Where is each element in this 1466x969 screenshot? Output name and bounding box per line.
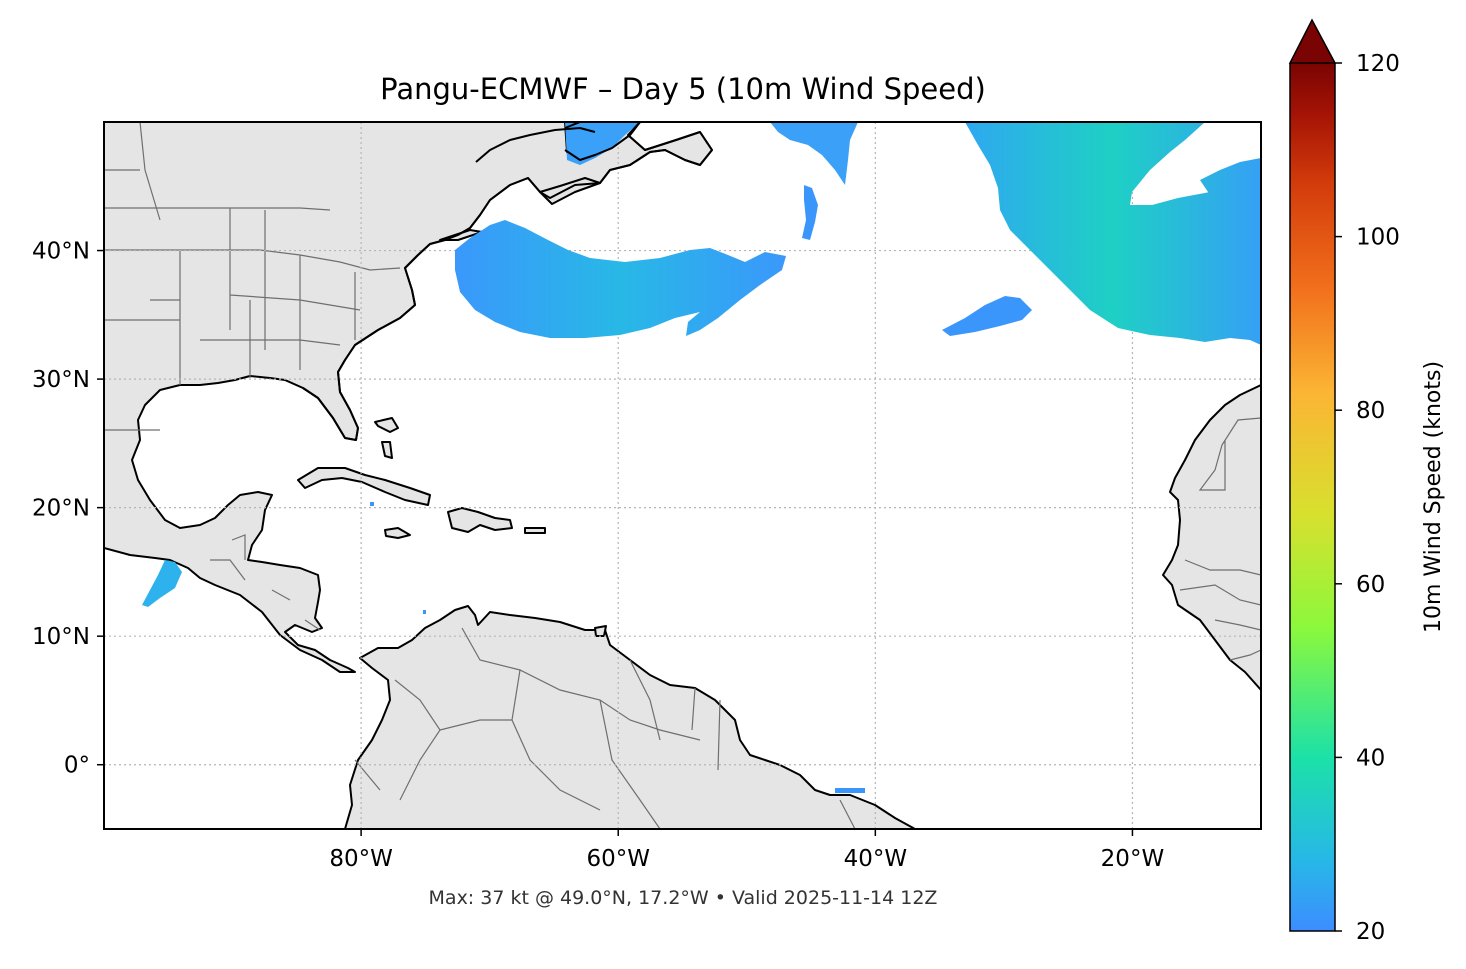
colorbar-label: 10m Wind Speed (knots) bbox=[1421, 361, 1446, 633]
map-frame bbox=[103, 121, 1262, 830]
wind-speck-venezuela bbox=[423, 610, 426, 614]
wind-region-northeast-atlantic bbox=[965, 122, 1261, 345]
wind-shading bbox=[142, 122, 1261, 793]
lat-tick-label-2: 20°N bbox=[32, 496, 90, 522]
map-panel bbox=[104, 122, 1261, 829]
map-footer-caption: Max: 37 kt @ 49.0°N, 17.2°W • Valid 2025… bbox=[429, 887, 938, 909]
lon-tick-label-1: 60°W bbox=[586, 846, 650, 872]
colorbar: 20 40 60 80 100 120 10m Wind Speed (knots) bbox=[1288, 18, 1446, 945]
lon-tick-label-2: 40°W bbox=[844, 846, 908, 872]
lon-tick-label-0: 80°W bbox=[329, 846, 393, 872]
lat-tick-label-0: 40°N bbox=[32, 239, 90, 265]
land-africa bbox=[1162, 384, 1261, 691]
colorbar-frame bbox=[1289, 63, 1336, 932]
colorbar-tick-label-2: 60 bbox=[1356, 572, 1385, 598]
wind-speck-brazil bbox=[835, 788, 865, 793]
wind-region-central-north-atlantic bbox=[802, 185, 818, 240]
longitude-ticks: 80°W 60°W 40°W 20°W bbox=[329, 829, 1164, 872]
land-bahamas bbox=[374, 417, 399, 459]
land-trinidad bbox=[594, 625, 607, 637]
wind-region-eastern-pacific bbox=[142, 560, 182, 607]
wind-region-newfoundland bbox=[565, 122, 858, 185]
map-title: Pangu-ECMWF – Day 5 (10m Wind Speed) bbox=[380, 72, 986, 106]
wind-region-mid-atlantic-band bbox=[455, 220, 786, 338]
colorbar-tick-label-5: 120 bbox=[1356, 51, 1400, 77]
land-jamaica bbox=[384, 527, 411, 539]
colorbar-gradient bbox=[1290, 63, 1335, 931]
wind-region-azores-patch bbox=[942, 296, 1032, 336]
colorbar-tick-label-0: 20 bbox=[1356, 919, 1385, 945]
lat-tick-label-1: 30°N bbox=[32, 367, 90, 393]
colorbar-ticks: 20 40 60 80 100 120 bbox=[1335, 51, 1400, 945]
colorbar-tick-label-4: 100 bbox=[1356, 225, 1400, 251]
colorbar-tick-label-3: 80 bbox=[1356, 398, 1385, 424]
land-puerto-rico bbox=[524, 527, 546, 534]
lon-tick-label-3: 20°W bbox=[1101, 846, 1165, 872]
political-borders bbox=[104, 122, 1261, 829]
colorbar-tick-label-1: 40 bbox=[1356, 745, 1385, 771]
colorbar-extend-arrow bbox=[1288, 18, 1337, 64]
latitude-ticks: 40°N 30°N 20°N 10°N 0° bbox=[32, 239, 104, 779]
land-hispaniola bbox=[447, 507, 513, 533]
land-cuba bbox=[297, 467, 431, 506]
coastline-newfoundland bbox=[564, 122, 641, 161]
coastline-north-america bbox=[302, 122, 713, 441]
wind-speck-caribbean bbox=[370, 502, 374, 506]
lat-tick-label-3: 10°N bbox=[32, 624, 90, 650]
lat-tick-label-4: 0° bbox=[64, 753, 90, 779]
